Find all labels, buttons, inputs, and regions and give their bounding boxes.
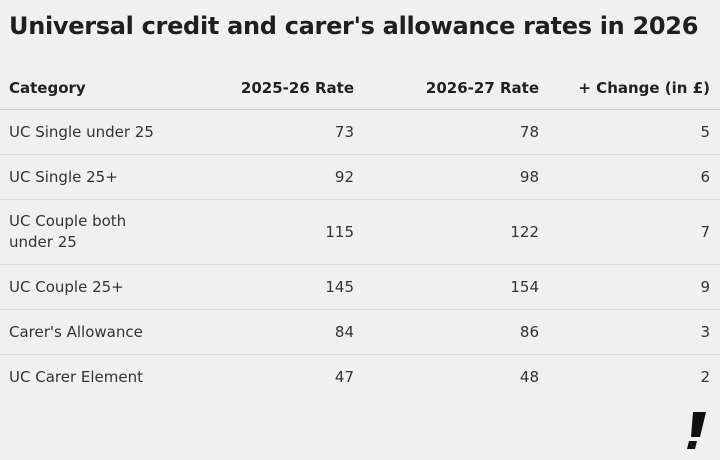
table-row: UC Single 25+ 92 98 6 xyxy=(0,154,720,200)
column-header-rate-2026-27: 2026-27 Rate xyxy=(355,66,540,110)
column-header-rate-2025-26: 2025-26 Rate xyxy=(200,66,355,110)
cell-change: 6 xyxy=(540,154,720,200)
cell-rate-2026-27: 154 xyxy=(355,264,540,310)
cell-rate-2026-27: 78 xyxy=(355,109,540,155)
chart-title: Universal credit and carer's allowance r… xyxy=(9,12,699,40)
table-row: Carer's Allowance 84 86 3 xyxy=(0,309,720,355)
cell-rate-2026-27: 86 xyxy=(355,309,540,355)
cell-category: UC Single under 25 xyxy=(0,109,200,155)
cell-rate-2025-26: 115 xyxy=(200,199,355,265)
cell-category: UC Carer Element xyxy=(9,367,143,386)
cell-rate-2025-26: 73 xyxy=(200,109,355,155)
cell-change: 9 xyxy=(540,264,720,310)
cell-category: UC Single 25+ xyxy=(0,154,200,200)
table-row: UC Couple 25+ 145 154 9 xyxy=(0,264,720,310)
cell-category: UC Couple 25+ xyxy=(0,264,200,310)
column-header-change: + Change (in £) xyxy=(540,66,720,110)
cell-category-text: UC Couple both under 25 xyxy=(9,212,127,251)
table-row: UC Single under 25 73 78 5 xyxy=(0,109,720,155)
cell-rate-2025-26: 84 xyxy=(200,309,355,355)
cell-change: 5 xyxy=(540,109,720,155)
cell-rate-2026-27: 48 xyxy=(519,367,539,386)
cell-rate-2025-26: 145 xyxy=(200,264,355,310)
cell-rate-2025-26: 92 xyxy=(200,154,355,200)
cell-change: 2 xyxy=(700,367,710,386)
cell-change: 3 xyxy=(540,309,720,355)
cell-category: UC Couple both under 25 xyxy=(0,199,200,265)
cell-rate-2026-27: 122 xyxy=(355,199,540,265)
rates-table: Category 2025-26 Rate 2026-27 Rate + Cha… xyxy=(0,66,720,399)
table-header-row: Category 2025-26 Rate 2026-27 Rate + Cha… xyxy=(0,66,720,110)
cell-rate-2025-26: 47 xyxy=(334,367,354,386)
table-row: UC Carer Element 47 48 2 xyxy=(0,355,720,400)
exclamation-logo-icon xyxy=(687,412,706,449)
table-row: UC Couple both under 25 115 122 7 xyxy=(0,199,720,265)
cell-rate-2026-27: 98 xyxy=(355,154,540,200)
cell-change: 7 xyxy=(540,199,720,265)
column-header-category: Category xyxy=(0,66,200,110)
cell-category: Carer's Allowance xyxy=(0,309,200,355)
